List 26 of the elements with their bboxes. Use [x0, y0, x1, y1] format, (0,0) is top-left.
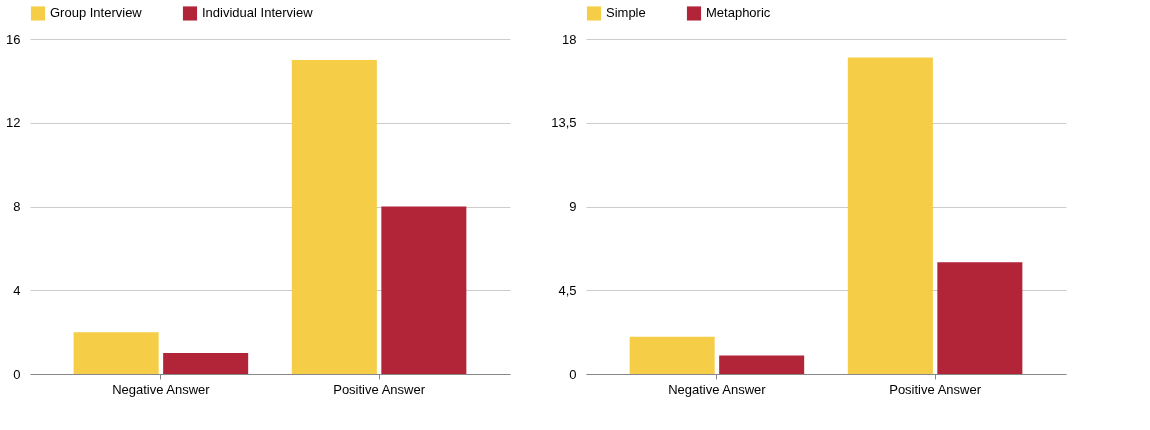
- bar: [847, 57, 933, 374]
- y-tick-label: 4: [13, 282, 21, 298]
- y-tick-label: 9: [569, 199, 577, 214]
- x-tick-label: Positive Answer: [333, 381, 426, 397]
- legend-label: Simple: [606, 5, 646, 21]
- y-tick-label: 0: [569, 366, 577, 382]
- bar: [937, 262, 1023, 374]
- y-tick-label: 18: [562, 31, 577, 47]
- legend-label: Group Interview: [50, 5, 143, 21]
- bar: [719, 355, 805, 374]
- x-tick-label: Negative Answer: [112, 381, 211, 397]
- y-tick-label: 8: [13, 199, 21, 214]
- bar: [163, 353, 249, 374]
- y-tick-label: 16: [6, 31, 21, 47]
- bar: [73, 332, 159, 374]
- legend-label: Metaphoric: [706, 5, 771, 21]
- bar: [629, 336, 715, 374]
- legend-label: Individual Interview: [202, 5, 314, 21]
- bar: [381, 206, 467, 374]
- x-tick-label: Positive Answer: [889, 381, 982, 397]
- x-tick-label: Negative Answer: [668, 381, 767, 397]
- bar: [291, 59, 377, 374]
- y-tick-label: 12: [6, 115, 21, 131]
- y-tick-label: 13,5: [551, 115, 577, 131]
- y-tick-label: 0: [13, 366, 21, 382]
- y-tick-label: 4,5: [558, 282, 577, 298]
